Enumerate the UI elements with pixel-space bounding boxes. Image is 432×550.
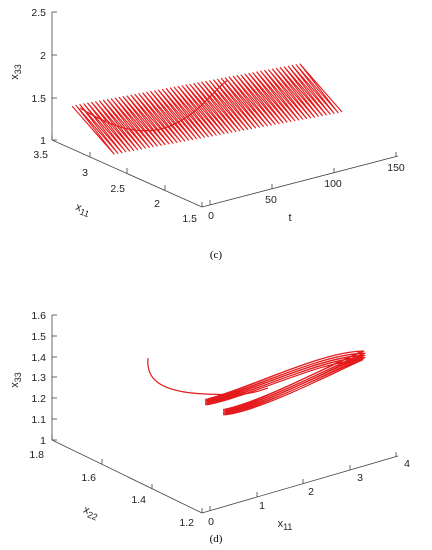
d-attractor-line — [204, 350, 366, 416]
c-z-tick-label: 2.5 — [31, 7, 46, 19]
c-t-ticks: 0 50 100 150 — [208, 152, 405, 222]
c-x11-tick-label: 3.5 — [33, 149, 48, 161]
c-z-axis-label: x33 — [9, 64, 23, 80]
d-x11-ticks: 0 1 2 3 4 — [208, 452, 410, 528]
d-x11-tick-label: 1 — [259, 500, 265, 512]
d-x22-axis — [51, 439, 203, 514]
d-z-tick-label: 1.4 — [31, 352, 46, 364]
c-x11-tick-label: 3 — [82, 167, 88, 179]
d-z-tick-label: 1 — [40, 435, 46, 447]
d-x11-tick-label: 2 — [308, 486, 314, 498]
d-z-tick-label: 1.1 — [31, 414, 46, 426]
c-x11-tick-label: 2.5 — [110, 183, 125, 195]
c-x11-axis-label: x11 — [73, 201, 92, 219]
d-x22-tick-label: 1.6 — [81, 472, 96, 484]
c-t-axis-label: t — [288, 212, 291, 224]
d-z-tick-label: 1.6 — [31, 310, 46, 322]
c-x11-tick-label: 1.5 — [182, 213, 197, 225]
d-z-tick-label: 1.3 — [31, 372, 46, 384]
d-x11-axis — [201, 455, 399, 514]
c-t-axis — [201, 155, 399, 208]
c-transient-curve — [79, 79, 229, 132]
d-x22-tick-label: 1.2 — [179, 517, 194, 529]
d-x11-tick-label: 0 — [208, 516, 214, 528]
d-x11-axis-label: x11 — [278, 518, 293, 532]
d-x22-ticks: 1.8 1.6 1.4 1.2 — [29, 435, 203, 529]
d-transient-curve — [147, 357, 269, 396]
c-x11-ticks: 3.5 3 2.5 2 1.5 — [33, 135, 203, 225]
d-x22-tick-label: 1.8 — [29, 449, 44, 461]
d-z-axis-label: x33 — [9, 372, 23, 388]
d-panel-label: (d) — [210, 533, 223, 545]
c-x11-axis — [51, 139, 203, 208]
c-z-tick-label: 1.5 — [31, 93, 46, 105]
c-t-tick-label: 50 — [265, 194, 277, 206]
d-x11-tick-label: 3 — [357, 472, 363, 484]
c-z-tick-label: 1 — [40, 135, 46, 147]
c-trajectory-line — [71, 63, 343, 155]
d-x22-tick-label: 1.4 — [131, 494, 146, 506]
d-z-ticks: 1.6 1.5 1.4 1.3 1.2 1.1 1 — [31, 310, 57, 447]
chart-d: 1.6 1.5 1.4 1.3 1.2 1.1 1 x33 1.8 1.6 1.… — [9, 310, 410, 545]
d-x22-axis-label: x22 — [81, 504, 101, 523]
d-z-tick-label: 1.2 — [31, 393, 46, 405]
chart-c: 2.5 2 1.5 1 x33 3.5 3 2.5 2 1.5 x11 0 — [9, 7, 405, 261]
c-t-tick-label: 100 — [324, 178, 342, 190]
d-x11-tick-label: 4 — [404, 458, 410, 470]
c-x11-tick-label: 2 — [154, 198, 160, 210]
c-t-tick-label: 150 — [387, 162, 405, 174]
d-z-tick-label: 1.5 — [31, 331, 46, 343]
c-t-tick-label: 0 — [208, 210, 214, 222]
c-z-tick-label: 2 — [40, 50, 46, 62]
c-panel-label: (c) — [210, 249, 223, 261]
c-z-ticks: 2.5 2 1.5 1 — [31, 7, 57, 147]
